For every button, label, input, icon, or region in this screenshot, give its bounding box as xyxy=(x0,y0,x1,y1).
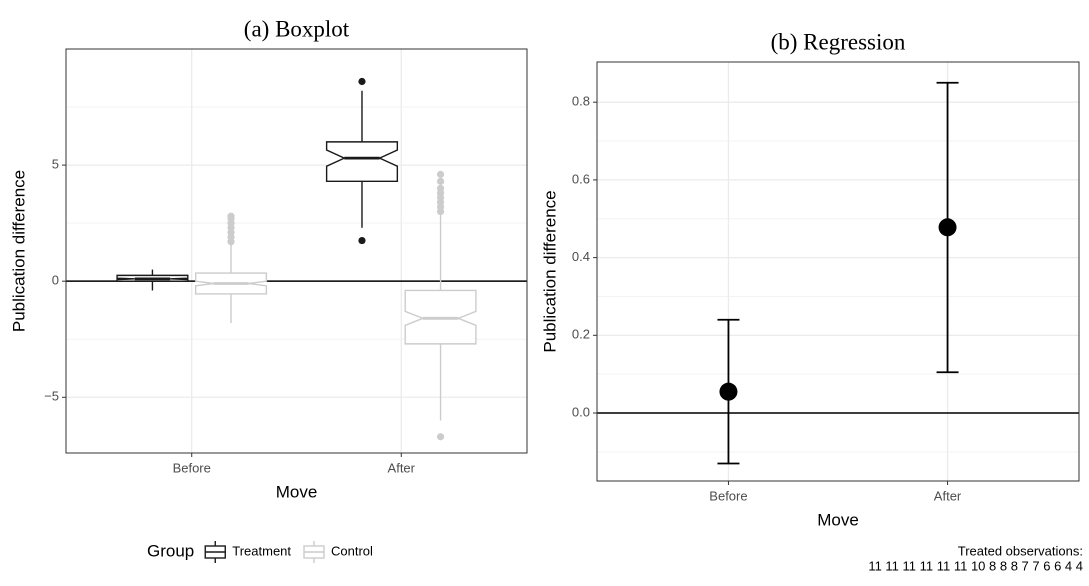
caption: 11 11 11 11 11 11 10 8 8 8 7 7 6 6 4 4 xyxy=(868,558,1083,573)
point xyxy=(938,218,957,237)
caption: Treated observations: xyxy=(958,543,1083,558)
box xyxy=(325,141,399,183)
y-axis-label: Publication difference xyxy=(540,190,559,352)
y-tick-label: 0.6 xyxy=(572,171,590,186)
x-tick-label: Before xyxy=(173,460,211,475)
y-tick-label: −5 xyxy=(44,389,59,404)
outlier xyxy=(436,433,445,441)
outlier xyxy=(436,170,445,178)
y-tick-label: 0.4 xyxy=(572,249,590,264)
point xyxy=(719,382,738,401)
legend-title: Group xyxy=(147,541,194,560)
legend-label: Control xyxy=(331,543,373,558)
panel-border xyxy=(596,61,1080,482)
panel-title: (b) Regression xyxy=(771,29,906,54)
x-axis-label: Move xyxy=(276,482,318,501)
legend-label: Treatment xyxy=(232,543,291,558)
outlier xyxy=(436,184,445,192)
x-tick-label: Before xyxy=(709,488,747,503)
y-tick-label: 0.8 xyxy=(572,94,590,109)
y-tick-label: 5 xyxy=(52,157,59,172)
x-tick-label: After xyxy=(934,488,962,503)
x-tick-label: After xyxy=(388,460,416,475)
y-tick-label: 0.0 xyxy=(572,404,590,419)
y-tick-label: 0 xyxy=(52,273,59,288)
outlier xyxy=(227,212,235,220)
panel-border xyxy=(65,48,528,454)
outlier xyxy=(358,77,366,86)
y-axis-label: Publication difference xyxy=(9,170,28,332)
y-tick-label: 0.2 xyxy=(572,327,590,342)
outlier xyxy=(358,236,366,245)
x-axis-label: Move xyxy=(817,510,859,529)
outlier xyxy=(436,177,445,185)
panel-title: (a) Boxplot xyxy=(244,16,350,41)
